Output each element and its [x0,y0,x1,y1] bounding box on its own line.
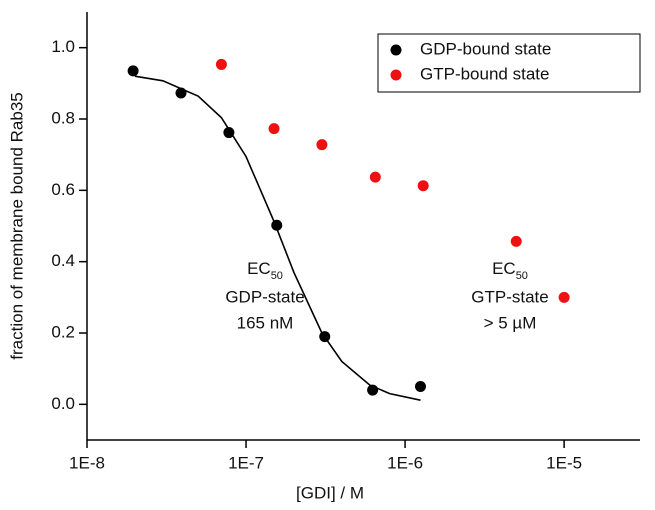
legend-label: GDP-bound state [420,39,551,58]
data-point [510,235,522,247]
x-tick-label: 1E-8 [69,453,105,472]
data-point [223,127,235,139]
x-tick-label: 1E-6 [387,453,423,472]
legend-label: GTP-bound state [420,64,549,83]
data-point [414,381,426,392]
annotation-text: EC [492,259,516,278]
annotation-line: GDP-state [225,287,304,306]
y-tick-label: 1.0 [51,37,75,56]
legend-marker [390,44,402,56]
data-point [316,139,328,151]
annotation-line: > 5 µM [484,313,537,332]
data-point [215,58,227,70]
annotation-line: 165 nM [237,313,294,332]
y-tick-label: 0.8 [51,108,75,127]
annotation-text: EC [247,259,271,278]
annotation: EC50 [492,259,528,281]
data-point [175,87,187,99]
y-tick-label: 0.4 [51,251,75,270]
annotation-line: GTP-state [471,287,548,306]
annotation-subscript: 50 [516,270,528,282]
data-point [271,219,283,231]
data-point [558,291,570,303]
y-axis-label: fraction of membrane bound Rab35 [7,92,26,359]
x-tick-label: 1E-5 [546,453,582,472]
data-point [367,384,379,396]
y-tick-label: 0.2 [51,322,75,341]
x-tick-label: 1E-7 [228,453,264,472]
annotation-subscript: 50 [271,270,283,282]
y-tick-label: 0.6 [51,180,75,199]
data-point [268,123,280,135]
data-point [127,65,139,77]
annotation: EC50 [247,259,283,281]
legend-box [377,33,641,93]
data-point [369,171,381,183]
data-point [417,180,429,192]
x-axis-label: [GDI] / M [296,483,364,502]
y-tick-label: 0.0 [51,394,75,413]
legend-marker [390,69,402,81]
data-point [319,331,331,343]
